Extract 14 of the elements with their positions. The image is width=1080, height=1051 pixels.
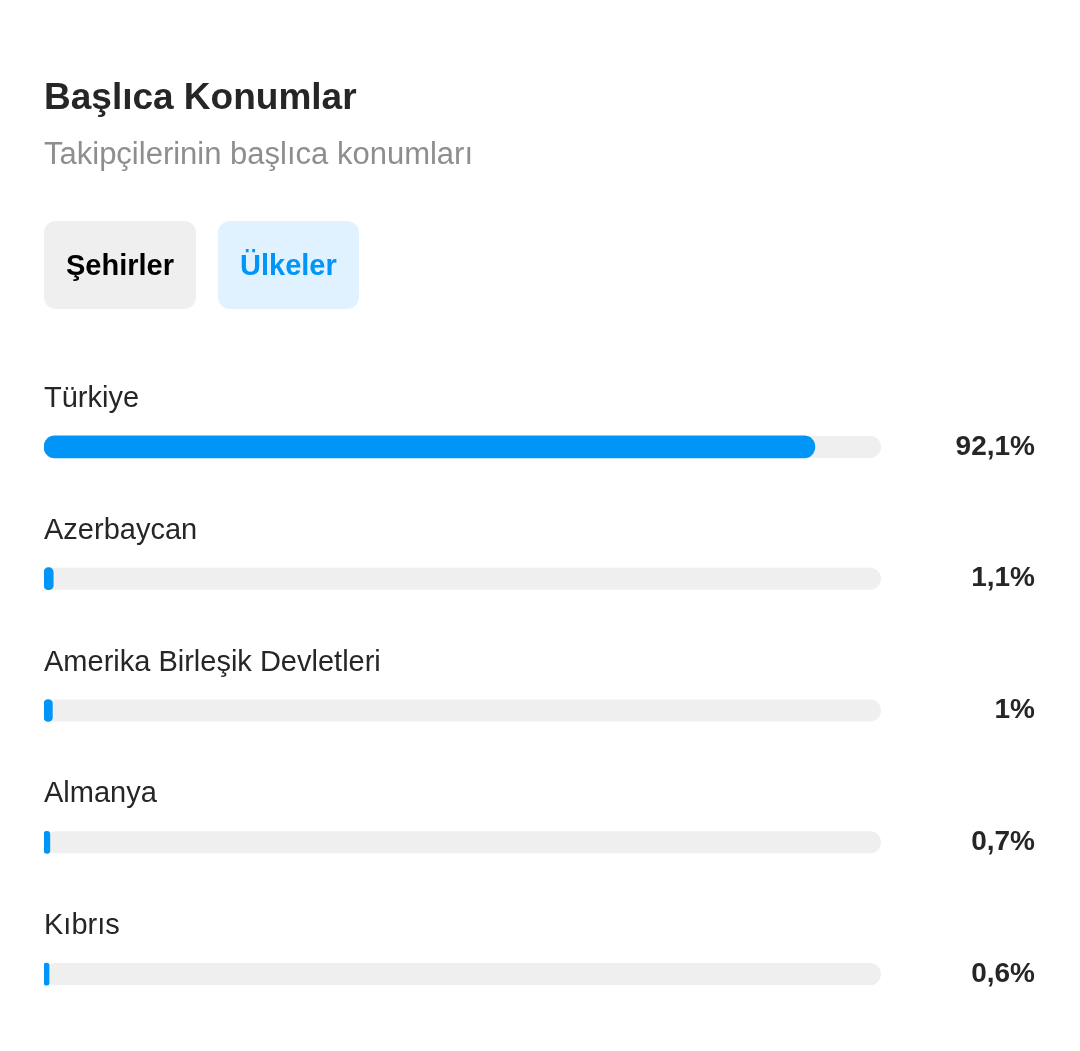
text: Ülkeler <box>218 221 359 309</box>
data-label: 1% <box>994 693 1036 725</box>
data-label: 92,1% <box>955 429 1036 461</box>
y-tick-label: Almanya <box>44 776 158 809</box>
data-label: 0,7% <box>971 825 1036 857</box>
y-tick-label: Türkiye <box>44 380 140 413</box>
data-label: 0,6% <box>971 956 1036 988</box>
data-label: 1,1% <box>971 561 1036 593</box>
chart-title: Başlıca Konumlar <box>44 76 357 118</box>
y-tick-label: Amerika Birleşik Devletleri <box>44 644 381 677</box>
chart-subtitle: Takipçilerinin başlıca konumları <box>44 136 474 172</box>
y-tick-label: Kıbrıs <box>44 908 120 941</box>
text: Şehirler <box>44 221 196 309</box>
y-tick-label: Azerbaycan <box>44 512 198 545</box>
